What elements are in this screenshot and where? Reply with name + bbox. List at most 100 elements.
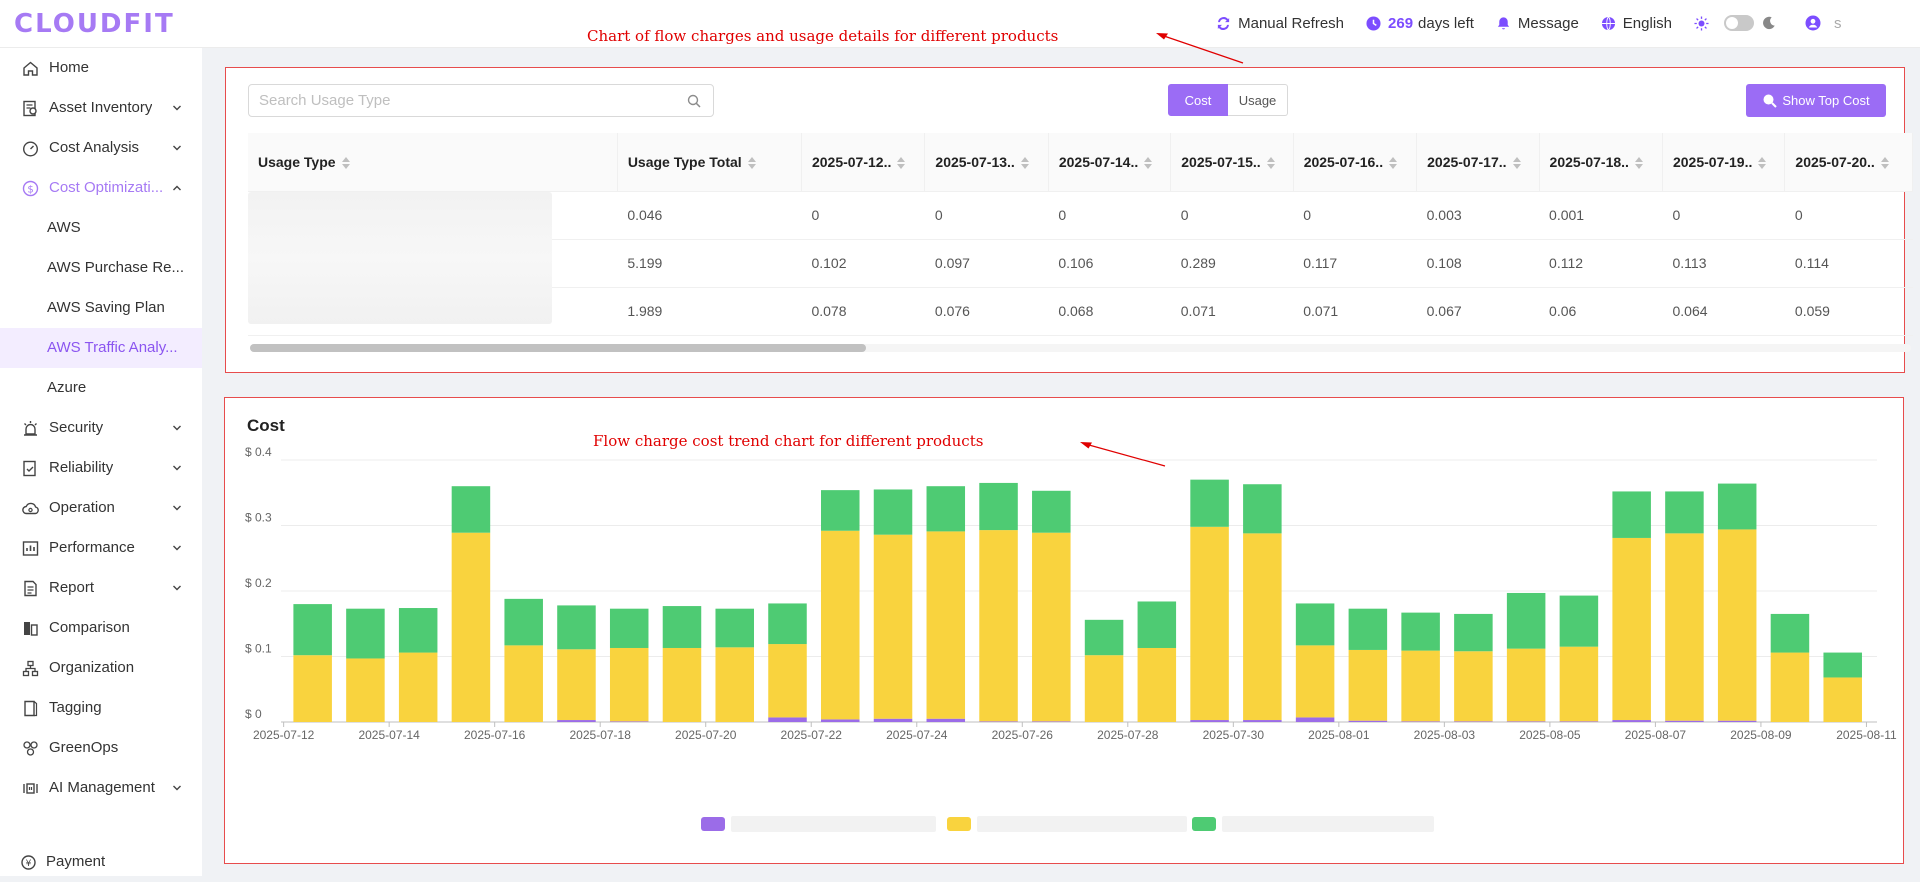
search-box[interactable]	[248, 84, 714, 117]
bar-segment	[557, 605, 596, 650]
message-button[interactable]: Message	[1496, 15, 1579, 32]
sidebar-item-asset-inventory[interactable]: Asset Inventory	[0, 88, 202, 128]
table-cell: 0.064	[1662, 287, 1785, 336]
sort-icon[interactable]	[747, 157, 756, 170]
sort-icon[interactable]	[1389, 157, 1398, 170]
app-logo[interactable]: CLOUDFIT	[14, 9, 175, 39]
table-cell: 0.046	[617, 191, 802, 240]
sort-icon[interactable]	[1880, 157, 1889, 170]
reliability-icon	[23, 460, 36, 477]
sort-icon[interactable]	[1266, 157, 1275, 170]
bar-segment	[1295, 717, 1335, 722]
column-header[interactable]: 2025-07-14..	[1048, 133, 1172, 192]
sidebar-item-greenops[interactable]: GreenOps	[0, 728, 202, 768]
legend-swatch	[1192, 817, 1216, 831]
y-tick-label: $ 0.2	[245, 576, 272, 590]
bar-segment	[1612, 720, 1651, 722]
bar-segment	[293, 604, 332, 656]
bar-segment	[1348, 720, 1388, 722]
sidebar-item-operation[interactable]: Operation	[0, 488, 202, 528]
sidebar-item-performance[interactable]: Performance	[0, 528, 202, 568]
sort-icon[interactable]	[1634, 157, 1643, 170]
payment-icon: ¥	[21, 855, 36, 870]
sidebar-item-aws-purchase-recommendation[interactable]: AWS Purchase Re...	[0, 248, 202, 288]
bar-segment	[398, 652, 438, 722]
sidebar-item-label: Home	[49, 59, 90, 76]
bar-segment	[1665, 533, 1704, 721]
column-header[interactable]: 2025-07-17..	[1416, 133, 1540, 192]
bar-segment	[1190, 720, 1229, 722]
search-usage-type-input[interactable]	[259, 85, 679, 116]
column-header[interactable]: 2025-07-20..	[1784, 133, 1913, 192]
sidebar-item-tagging[interactable]: Tagging	[0, 688, 202, 728]
bar-segment	[1348, 608, 1388, 650]
column-header[interactable]: 2025-07-12..	[801, 133, 926, 192]
theme-toggle[interactable]	[1724, 15, 1754, 31]
language-selector[interactable]: English	[1601, 15, 1672, 32]
bar-segment	[1084, 655, 1124, 722]
user-menu[interactable]: s	[1805, 15, 1884, 32]
sort-icon[interactable]	[341, 157, 350, 170]
manual-refresh-button[interactable]: Manual Refresh	[1216, 15, 1344, 32]
bar-segment	[926, 486, 966, 532]
bar-segment	[1137, 601, 1177, 648]
bar-segment	[1717, 483, 1757, 530]
scrollbar-thumb[interactable]	[250, 344, 866, 352]
y-tick-label: $ 0	[245, 707, 262, 721]
legend-item-purple[interactable]	[701, 816, 936, 832]
sort-icon[interactable]	[1144, 157, 1153, 170]
show-top-cost-button[interactable]: Show Top Cost	[1746, 84, 1886, 117]
column-header[interactable]: Usage Type	[248, 133, 618, 192]
sort-icon[interactable]	[897, 157, 906, 170]
sidebar-item-aws[interactable]: AWS	[0, 208, 202, 248]
y-tick-label: $ 0.4	[245, 445, 272, 459]
bell-icon	[1497, 16, 1510, 29]
bar-segment	[346, 608, 385, 659]
column-header[interactable]: 2025-07-13..	[924, 133, 1049, 192]
x-tick-label: 2025-07-14	[358, 728, 420, 742]
horizontal-scrollbar[interactable]	[250, 344, 1911, 352]
bar-segment	[926, 718, 966, 722]
bar-segment	[1190, 526, 1229, 721]
sidebar-item-cost-optimization[interactable]: $ Cost Optimizati...	[0, 168, 202, 208]
column-header[interactable]: 2025-07-19..	[1662, 133, 1786, 192]
sidebar-item-reliability[interactable]: Reliability	[0, 448, 202, 488]
sidebar-item-aws-saving-plan[interactable]: AWS Saving Plan	[0, 288, 202, 328]
legend-item-green[interactable]	[1192, 816, 1434, 832]
sidebar-item-home[interactable]: Home	[0, 48, 202, 88]
sidebar-item-aws-traffic-analysis[interactable]: AWS Traffic Analy...	[0, 328, 202, 368]
column-header[interactable]: Usage Type Total	[617, 133, 802, 192]
sort-icon[interactable]	[1512, 157, 1521, 170]
legend-swatch	[947, 817, 971, 831]
x-tick-label: 2025-08-05	[1519, 728, 1581, 742]
column-header[interactable]: 2025-07-15..	[1170, 133, 1294, 192]
sort-icon[interactable]	[1758, 157, 1767, 170]
table-cell: 0.114	[1784, 239, 1913, 288]
legend-item-yellow[interactable]	[947, 816, 1187, 832]
cost-tab[interactable]: Cost	[1168, 84, 1228, 116]
x-tick-label: 2025-07-24	[886, 728, 948, 742]
sort-icon[interactable]	[1020, 157, 1029, 170]
sidebar-item-payment[interactable]: ¥ Payment	[0, 842, 202, 882]
usage-tab[interactable]: Usage	[1228, 84, 1288, 116]
annotation-arrow	[1080, 442, 1166, 467]
bar-segment	[1559, 646, 1599, 722]
column-header[interactable]: 2025-07-18..	[1539, 133, 1663, 192]
sidebar-item-ai-management[interactable]: AI Management	[0, 768, 202, 808]
sidebar-item-comparison[interactable]: Comparison	[0, 608, 202, 648]
bar-segment	[1823, 652, 1862, 678]
bar-segment	[768, 603, 807, 645]
sidebar-item-organization[interactable]: Organization	[0, 648, 202, 688]
column-header[interactable]: 2025-07-16..	[1293, 133, 1418, 192]
cost-bar-chart: $ 0 $ 0.1 $ 0.2 $ 0.3 $ 0.4 2025-07-12 2025-07…	[245, 445, 1897, 742]
sidebar-item-label: Asset Inventory	[49, 99, 153, 116]
bar-segment	[1243, 720, 1282, 722]
sidebar-item-security[interactable]: Security	[0, 408, 202, 448]
bar-segment	[1032, 490, 1071, 533]
theme-switch[interactable]	[1694, 15, 1783, 31]
sidebar-item-label: Comparison	[49, 619, 130, 636]
chart-title: Cost	[247, 416, 285, 435]
sidebar-item-report[interactable]: Report	[0, 568, 202, 608]
sidebar-item-cost-analysis[interactable]: Cost Analysis	[0, 128, 202, 168]
sidebar-item-azure[interactable]: Azure	[0, 368, 202, 408]
